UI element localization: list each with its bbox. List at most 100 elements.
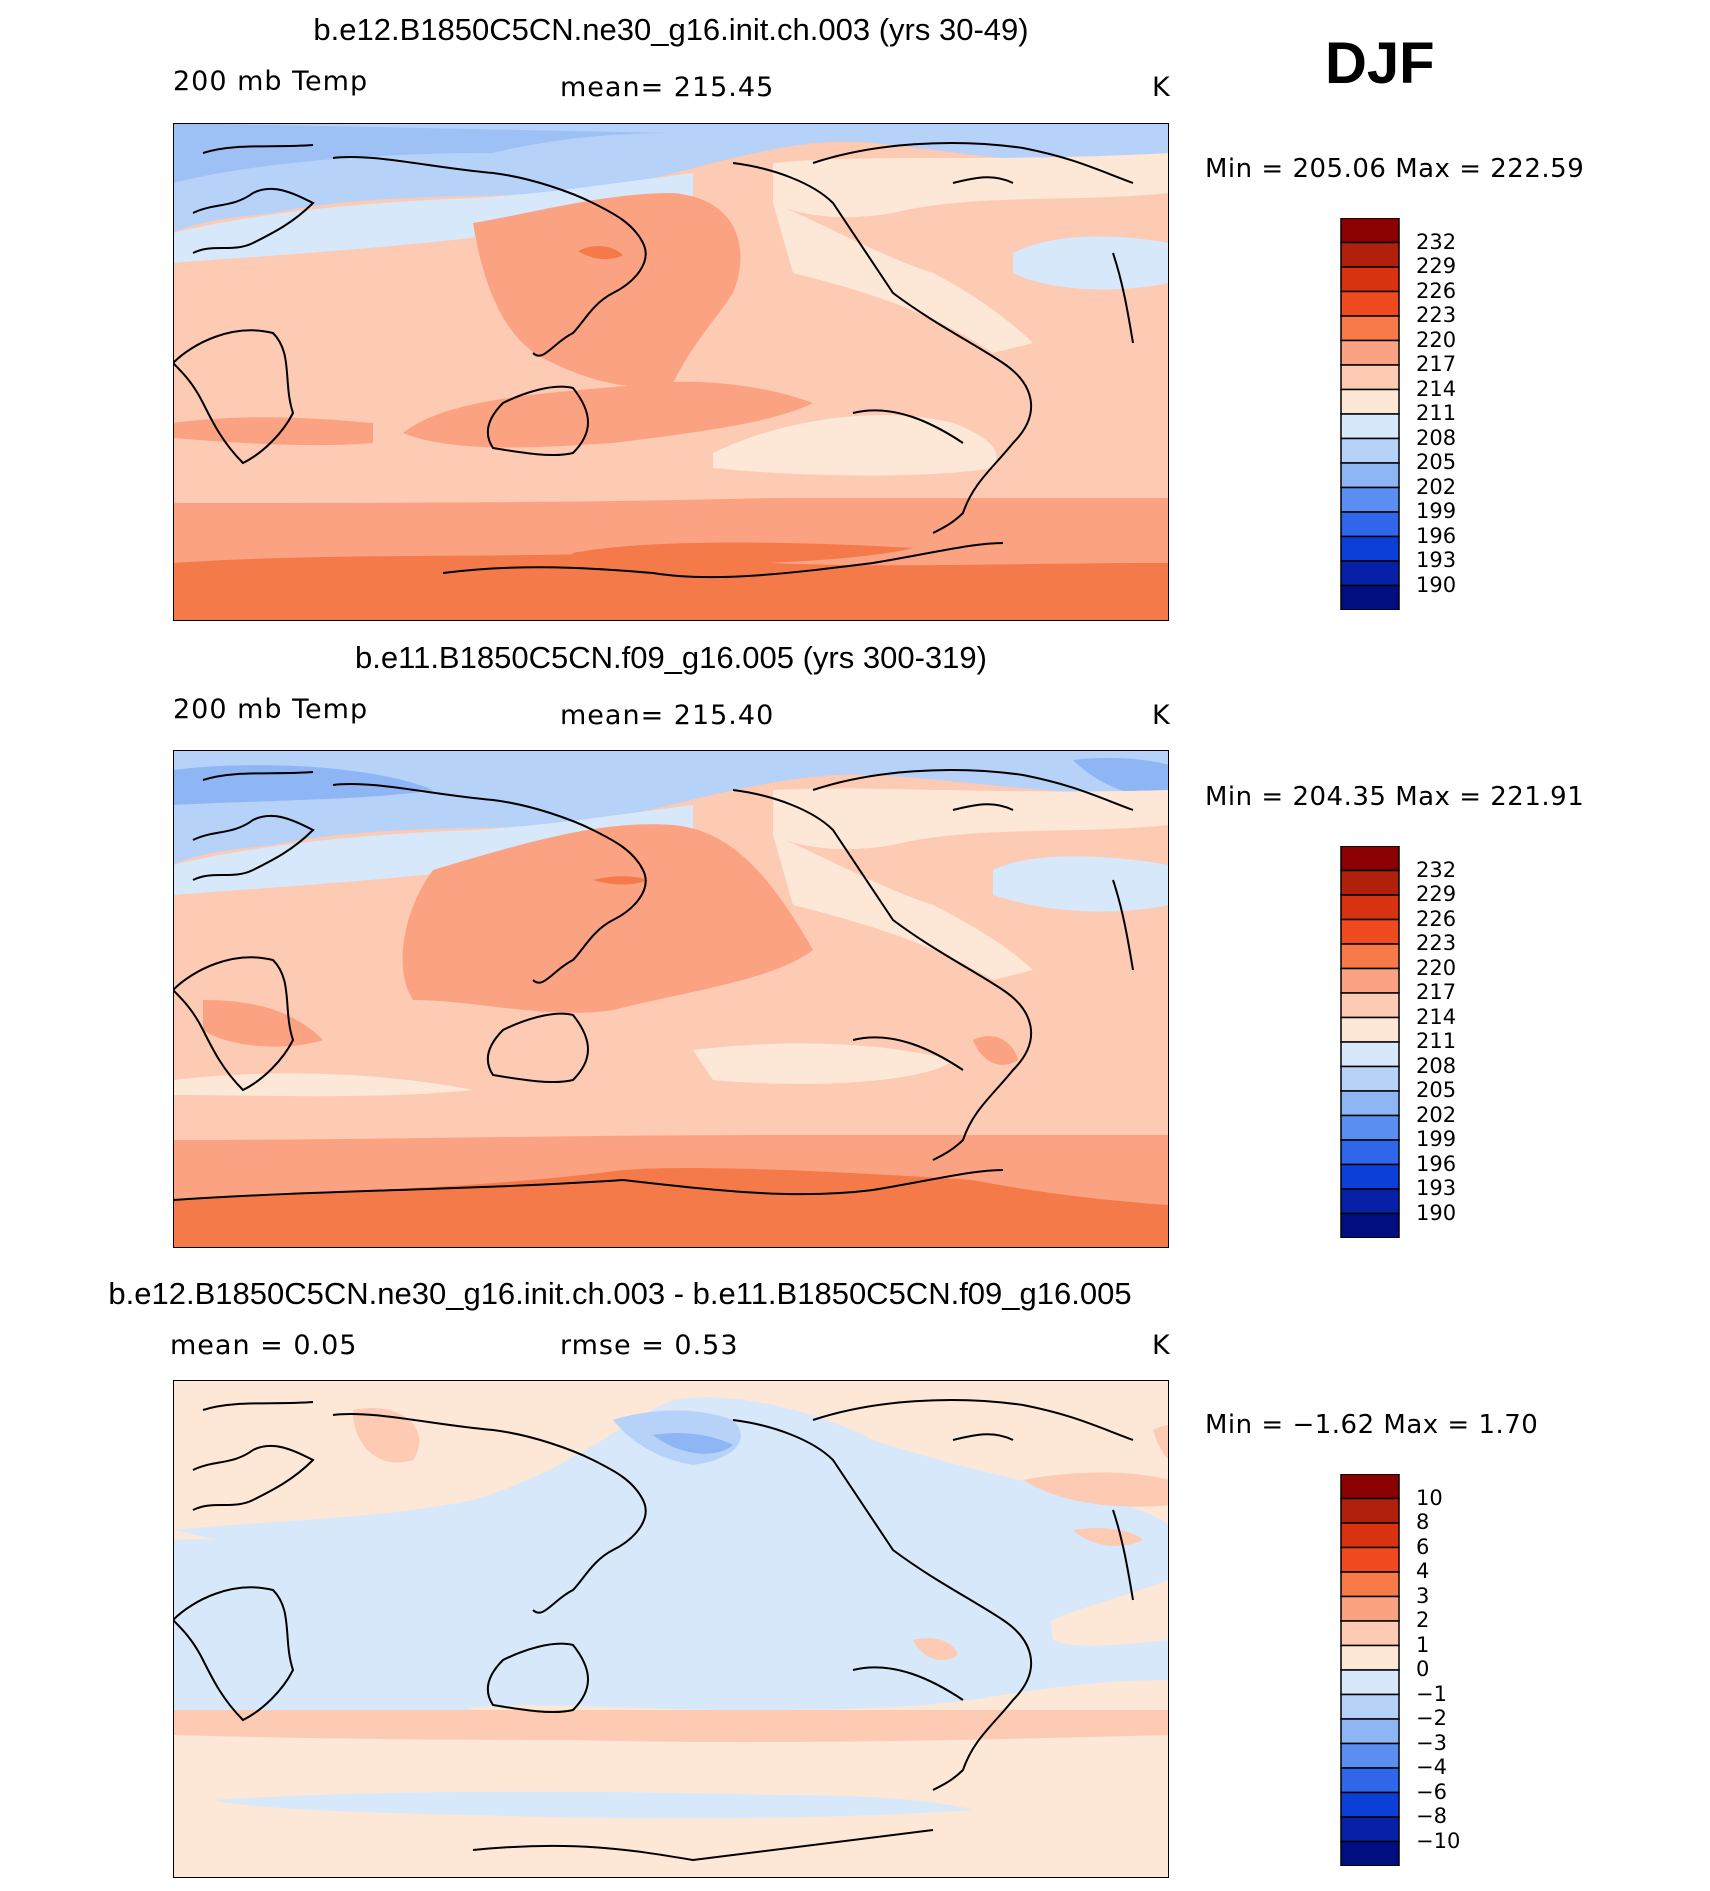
panel-1-colorbar (1340, 218, 1400, 610)
colorbar-swatch (1340, 1497, 1400, 1524)
colorbar-swatch (1340, 1644, 1400, 1671)
cbar-label: 220 (1416, 956, 1457, 980)
colorbar-swatch (1340, 846, 1400, 872)
panel-2-variable-label: 200 mb Temp (173, 694, 369, 725)
colorbar-swatch (1340, 918, 1400, 945)
colorbar-swatch (1340, 560, 1400, 587)
cbar-label: 205 (1416, 1078, 1457, 1102)
colorbar-swatch (1340, 1816, 1400, 1843)
colorbar-swatch (1340, 1767, 1400, 1794)
cbar-label: 208 (1416, 1054, 1457, 1078)
panel-1-map (173, 123, 1169, 621)
colorbar-swatch (1340, 413, 1400, 440)
cbar-label: 1 (1416, 1633, 1430, 1657)
cbar-label: 214 (1416, 1005, 1457, 1029)
colorbar-swatch (1340, 1090, 1400, 1117)
cbar-label: −2 (1416, 1706, 1447, 1730)
cbar-label: 217 (1416, 352, 1457, 376)
colorbar-swatch (1340, 967, 1400, 994)
panel-3-colorbar (1340, 1474, 1400, 1866)
colorbar-swatch (1340, 315, 1400, 342)
colorbar-swatch (1340, 943, 1400, 970)
panel-1-colorbar-swatches (1340, 218, 1400, 610)
panel-3-mean-label: mean = 0.05 (170, 1330, 358, 1361)
panel-1-contours (173, 123, 1169, 621)
cbar-label: 208 (1416, 426, 1457, 450)
panel-3-rmse-label: rmse = 0.53 (560, 1330, 739, 1361)
cbar-label: 193 (1416, 1176, 1457, 1200)
season-label: DJF (1325, 31, 1435, 96)
colorbar-swatch (1340, 1840, 1400, 1866)
cbar-label: 193 (1416, 548, 1457, 572)
cbar-label: 202 (1416, 475, 1457, 499)
cbar-label: 226 (1416, 907, 1457, 931)
colorbar-swatch (1340, 218, 1400, 244)
colorbar-swatch (1340, 1212, 1400, 1238)
colorbar-swatch (1340, 388, 1400, 415)
cbar-label: −8 (1416, 1804, 1447, 1828)
panel-3-colorbar-swatches (1340, 1474, 1400, 1866)
colorbar-swatch (1340, 1163, 1400, 1190)
cbar-label: −3 (1416, 1731, 1447, 1755)
cbar-label: −4 (1416, 1755, 1447, 1779)
cbar-label: 196 (1416, 524, 1457, 548)
panel-1-minmax: Min = 205.06 Max = 222.59 (1205, 154, 1585, 184)
colorbar-swatch (1340, 511, 1400, 538)
cbar-label: 226 (1416, 279, 1457, 303)
colorbar-swatch (1340, 1791, 1400, 1818)
colorbar-swatch (1340, 290, 1400, 317)
cbar-label: 229 (1416, 254, 1457, 278)
panel-2-colorbar (1340, 846, 1400, 1238)
colorbar-swatch (1340, 535, 1400, 562)
cbar-label: 3 (1416, 1584, 1430, 1608)
colorbar-swatch (1340, 1620, 1400, 1647)
colorbar-swatch (1340, 1571, 1400, 1598)
colorbar-swatch (1340, 1546, 1400, 1573)
cbar-label: −10 (1416, 1829, 1461, 1853)
cbar-label: 223 (1416, 303, 1457, 327)
cbar-label: 10 (1416, 1486, 1443, 1510)
colorbar-swatch (1340, 1139, 1400, 1166)
panel-2-map (173, 750, 1169, 1248)
panel-2-minmax: Min = 204.35 Max = 221.91 (1205, 782, 1585, 812)
cbar-label: 8 (1416, 1510, 1430, 1534)
cbar-label: 199 (1416, 1127, 1457, 1151)
cbar-label: 229 (1416, 882, 1457, 906)
panel-3-title: b.e12.B1850C5CN.ne30_g16.init.ch.003 - b… (108, 1276, 1132, 1311)
colorbar-swatch (1340, 437, 1400, 464)
panel-2-units-label: K (1152, 700, 1171, 731)
colorbar-swatch (1340, 1718, 1400, 1745)
cbar-label: 232 (1416, 230, 1457, 254)
colorbar-swatch (1340, 1065, 1400, 1092)
colorbar-swatch (1340, 1188, 1400, 1215)
cbar-label: 211 (1416, 1029, 1457, 1053)
cbar-label: 199 (1416, 499, 1457, 523)
panel-1-variable-label: 200 mb Temp (173, 66, 369, 97)
cbar-label: 220 (1416, 328, 1457, 352)
cbar-label: 211 (1416, 401, 1457, 425)
cbar-label: 190 (1416, 1201, 1457, 1225)
cbar-label: 196 (1416, 1152, 1457, 1176)
cbar-label: 205 (1416, 450, 1457, 474)
panel-1-title: b.e12.B1850C5CN.ne30_g16.init.ch.003 (yr… (313, 12, 1029, 47)
cbar-label: −1 (1416, 1682, 1447, 1706)
cbar-label: 223 (1416, 931, 1457, 955)
colorbar-swatch (1340, 869, 1400, 896)
cbar-label: 232 (1416, 858, 1457, 882)
colorbar-swatch (1340, 1742, 1400, 1769)
cbar-label: 217 (1416, 980, 1457, 1004)
cbar-label: 190 (1416, 573, 1457, 597)
cbar-label: −6 (1416, 1780, 1447, 1804)
colorbar-swatch (1340, 364, 1400, 391)
colorbar-swatch (1340, 241, 1400, 268)
colorbar-swatch (1340, 266, 1400, 293)
panel-3-map (173, 1380, 1169, 1878)
colorbar-swatch (1340, 339, 1400, 366)
colorbar-swatch (1340, 1522, 1400, 1549)
colorbar-swatch (1340, 1669, 1400, 1696)
panel-3-minmax: Min = −1.62 Max = 1.70 (1205, 1410, 1539, 1440)
panel-2-contours (173, 750, 1169, 1248)
panel-1-mean-label: mean= 215.45 (560, 72, 775, 103)
panel-2-colorbar-swatches (1340, 846, 1400, 1238)
colorbar-swatch (1340, 1595, 1400, 1622)
